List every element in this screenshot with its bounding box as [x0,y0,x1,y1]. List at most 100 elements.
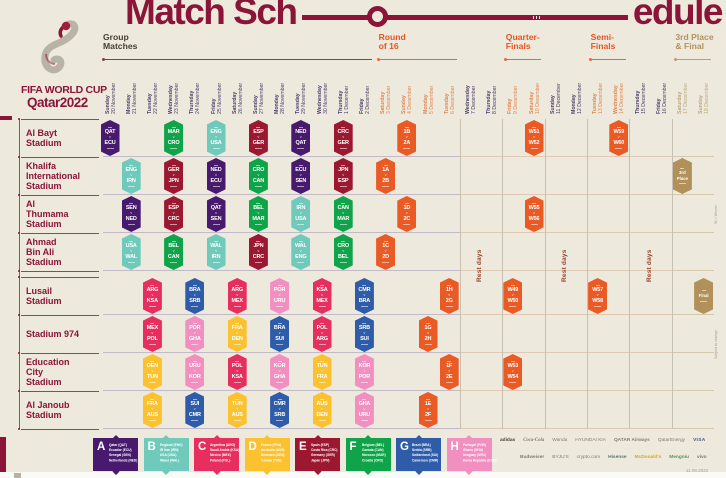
date-column: Sunday 4 December [401,85,414,114]
match-hex: AUS v DEN [312,392,332,428]
match-hex: BEL v CAN [164,234,184,270]
sponsor-logo-vivo: vivo [696,455,707,460]
whistle-ring-icon [366,6,388,27]
date-column: Friday 16 December [655,82,668,114]
date-column: Monday 21 November [125,82,138,114]
match-hex: 1E v 2F [418,392,438,428]
match-hex: GER v JPN [164,158,184,194]
qatar-2022-emblem-icon [41,20,79,74]
match-hex: NED v ECU [206,158,226,194]
separator-dot [17,193,21,197]
match-hex: CRC v GER [333,120,353,156]
match-hex: BRA v SRB [185,278,205,314]
row-baseline-final [672,194,714,195]
phase-line-group [101,57,372,61]
match-hex: CMR v BRA [354,278,374,314]
sponsor-logo-adidas: adidas [500,438,516,443]
column-separator-line [459,119,461,429]
match-hex: TUN v FRA [312,354,332,390]
column-separator-line [671,119,673,429]
match-hex: FRA v DEN [227,316,247,352]
match-hex: 1B v 2A [397,120,417,156]
row-baseline-knockout [460,232,672,233]
match-hex: W51 v W52 [524,120,544,156]
separator-dot [17,155,21,159]
row-baseline-group [103,352,460,353]
date-column: Wednesday 30 November [316,82,329,114]
stadium-separator-line [21,270,99,272]
match-hex: WAL v ENG [291,234,311,270]
sponsor-logo-qatarenergy: QatarEnergy [657,438,686,443]
match-hex: CRO v BEL [333,234,353,270]
bottom-white-strip [0,472,726,478]
row-baseline-knockout [460,270,672,271]
date-column: Friday 2 December [358,85,372,114]
sponsor-logo-visa: VISA [693,438,706,443]
rest-days-label: Rest days [476,249,483,283]
legend-group-h: H Portugal (POR) Ghana (GHA) Uruguay (URU) K… [446,438,496,471]
row-baseline-final [672,156,714,157]
match-hex: ARG v MEX [227,278,247,314]
stadium-label: Al Janoub Stadium [26,399,70,420]
row-baseline-knockout [460,428,672,429]
match-hex: ESP v CRC [164,196,184,232]
match-hex: KOR v GHA [270,354,290,390]
match-hex: 1C v 2D [376,234,396,270]
match-hex-final: Final [694,278,714,314]
date-column: Thursday 24 November [189,82,202,114]
match-hex: KOR v POR [354,354,374,390]
date-column: Sunday 18 December [698,82,711,114]
match-hex: W49 v W50 [503,278,523,314]
legend-group-b: B England (ENG) IR Iran (IRN) USA (USA) Wale… [143,438,189,471]
sponsor-logo-mengniu: Mengniu [669,455,689,460]
match-hex: W59 v W60 [609,120,629,156]
phase-label-r16: Round of 16 [378,32,406,52]
match-hex: SEN v NED [121,196,141,232]
match-hex: BEL v MAR [248,196,268,232]
separator-dot [17,231,21,235]
phase-line-sf [589,57,627,61]
match-hex: SUI v CMR [185,392,205,428]
stadium-label: Khalifa International Stadium [26,160,81,192]
row-baseline-final [672,428,714,429]
row-baseline-final [672,232,714,233]
stadium-label: Stadium 974 [26,328,80,339]
match-hex: ENG v IRN [121,158,141,194]
row-baseline-group [103,314,460,315]
match-hex: POL v KSA [227,354,247,390]
separator-dot [17,427,21,431]
date-column: Tuesday 6 December [443,85,456,114]
winner-note: W = Winner [713,204,718,224]
match-hex: POR v URU [270,278,290,314]
match-hex: FRA v AUS [142,392,162,428]
fifa-partners-row: adidas Coca-Cola Wanda HYUNDAI KIA QATAR Air… [500,438,712,443]
sponsor-logo-mcdonald-s: McDonald's [634,455,662,460]
phase-label-sf: Semi- Finals [590,32,616,52]
match-hex: URU v KOR [185,354,205,390]
separator-dot [17,313,21,317]
sponsor-logo-wanda: Wanda [552,438,568,443]
date-column: Thursday 8 December [486,85,499,114]
match-hex: IRN v USA [291,196,311,232]
date-column: Friday 9 December [507,85,520,114]
page-title: Match Sch edule [125,0,724,33]
stadium-rail-line [19,119,20,429]
match-hex: DEN v TUN [142,354,162,390]
column-separator-line [502,119,503,429]
stadium-separator-line [21,314,99,316]
match-hex: NED v QAT [291,120,311,156]
row-baseline-final [672,352,714,353]
tick-marks-icon [533,15,540,19]
title-connector-line [301,6,628,27]
row-baseline-final [672,390,714,391]
phase-line-final [673,57,712,61]
row-baseline-group [103,232,460,233]
match-hex: USA v WAL [121,234,141,270]
row-baseline-group [103,390,460,391]
legend-group-g: G Brazil (BRA) Serbia (SRB) Switzerland (SU… [396,438,441,471]
row-baseline-final [672,270,714,271]
match-hex: 1A v 2B [376,158,396,194]
stadium-separator-line [21,232,99,234]
match-hex: QAT v SEN [206,196,226,232]
column-separator-line [629,119,631,429]
